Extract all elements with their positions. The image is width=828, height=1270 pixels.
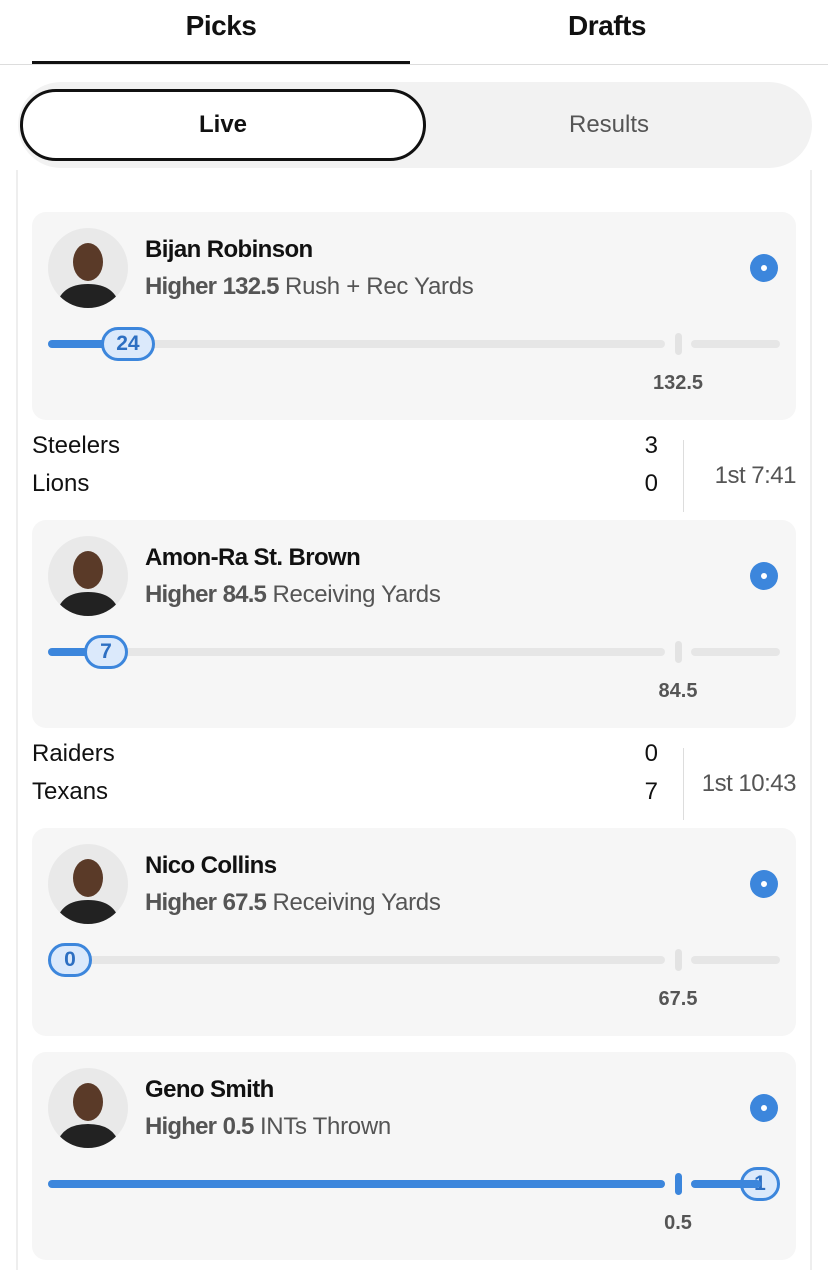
pick-description: Higher 67.5 Receiving Yards: [145, 889, 441, 917]
pick-line: 84.5: [222, 581, 267, 608]
line-label: 0.5: [664, 1212, 692, 1234]
progress-fill: [48, 340, 112, 348]
player-avatar: [48, 844, 128, 924]
pick-card[interactable]: Nico Collins Higher 67.5 Receiving Yards…: [32, 828, 796, 1036]
line-label: 67.5: [658, 988, 698, 1010]
pick-description: Higher 0.5 INTs Thrown: [145, 1113, 391, 1141]
pick-line: 132.5: [222, 273, 280, 300]
current-stat-knob: 7: [83, 635, 128, 669]
line-marker: [675, 641, 682, 663]
segment-results[interactable]: Results: [568, 111, 650, 138]
divider: [683, 748, 684, 820]
player-name: Bijan Robinson: [145, 236, 313, 263]
divider: [683, 440, 684, 512]
team-score: 0: [644, 470, 658, 497]
live-dot-icon: [750, 254, 778, 282]
pick-description: Higher 84.5 Receiving Yards: [145, 581, 441, 609]
pick-stat: Rush + Rec Yards: [285, 273, 474, 300]
live-dot-icon: [750, 1094, 778, 1122]
pick-stat: INTs Thrown: [259, 1113, 391, 1140]
line-marker: [675, 1173, 682, 1195]
pick-direction: Higher: [145, 273, 217, 300]
progress-track: [48, 956, 665, 964]
tab-drafts[interactable]: Drafts: [568, 10, 646, 41]
team-score: 0: [644, 740, 658, 767]
team-name: Lions: [32, 470, 90, 497]
progress-track-over: [691, 340, 780, 348]
current-stat-knob: 24: [101, 327, 155, 361]
game-score: Raiders 0 Texans 7 1st 10:43: [32, 738, 797, 838]
pick-direction: Higher: [145, 581, 217, 608]
team-name: Texans: [32, 778, 109, 805]
pick-line: 67.5: [222, 889, 267, 916]
active-tab-indicator: [32, 61, 410, 64]
team-score: 3: [644, 432, 658, 459]
picks-list: [16, 170, 812, 1270]
line-marker: [675, 333, 682, 355]
pick-card[interactable]: Geno Smith Higher 0.5 INTs Thrown 1 0.5: [32, 1052, 796, 1260]
game-clock: 1st 10:43: [701, 770, 797, 797]
player-avatar: [48, 536, 128, 616]
progress-track-over: [691, 648, 780, 656]
pick-description: Higher 132.5 Rush + Rec Yards: [145, 273, 474, 301]
progress-track-over: [691, 956, 780, 964]
live-dot-icon: [750, 562, 778, 590]
line-marker: [675, 949, 682, 971]
pick-card[interactable]: Bijan Robinson Higher 132.5 Rush + Rec Y…: [32, 212, 796, 420]
team-name: Raiders: [32, 740, 115, 767]
player-avatar: [48, 228, 128, 308]
team-score: 7: [644, 778, 658, 805]
progress-fill: [48, 648, 94, 656]
team-name: Steelers: [32, 432, 121, 459]
pick-line: 0.5: [222, 1113, 255, 1140]
line-label: 132.5: [652, 372, 704, 394]
progress-fill: [48, 1180, 665, 1188]
pick-direction: Higher: [145, 1113, 217, 1140]
player-name: Nico Collins: [145, 852, 277, 879]
game-clock: 1st 7:41: [714, 462, 797, 489]
progress-track: [48, 340, 665, 348]
pick-stat: Receiving Yards: [272, 889, 441, 916]
player-name: Geno Smith: [145, 1076, 274, 1103]
player-avatar: [48, 1068, 128, 1148]
pick-stat: Receiving Yards: [272, 581, 441, 608]
live-dot-icon: [750, 870, 778, 898]
segment-live[interactable]: Live: [20, 89, 426, 161]
tab-picks[interactable]: Picks: [185, 10, 257, 41]
progress-fill-over: [691, 1180, 761, 1188]
pick-card[interactable]: Amon-Ra St. Brown Higher 84.5 Receiving …: [32, 520, 796, 728]
line-label: 84.5: [658, 680, 698, 702]
current-stat-knob: 0: [48, 943, 92, 977]
game-score: Steelers 3 Lions 0 1st 7:41: [32, 430, 797, 530]
pick-direction: Higher: [145, 889, 217, 916]
divider: [0, 64, 828, 65]
player-name: Amon-Ra St. Brown: [145, 544, 361, 571]
progress-track: [48, 648, 665, 656]
